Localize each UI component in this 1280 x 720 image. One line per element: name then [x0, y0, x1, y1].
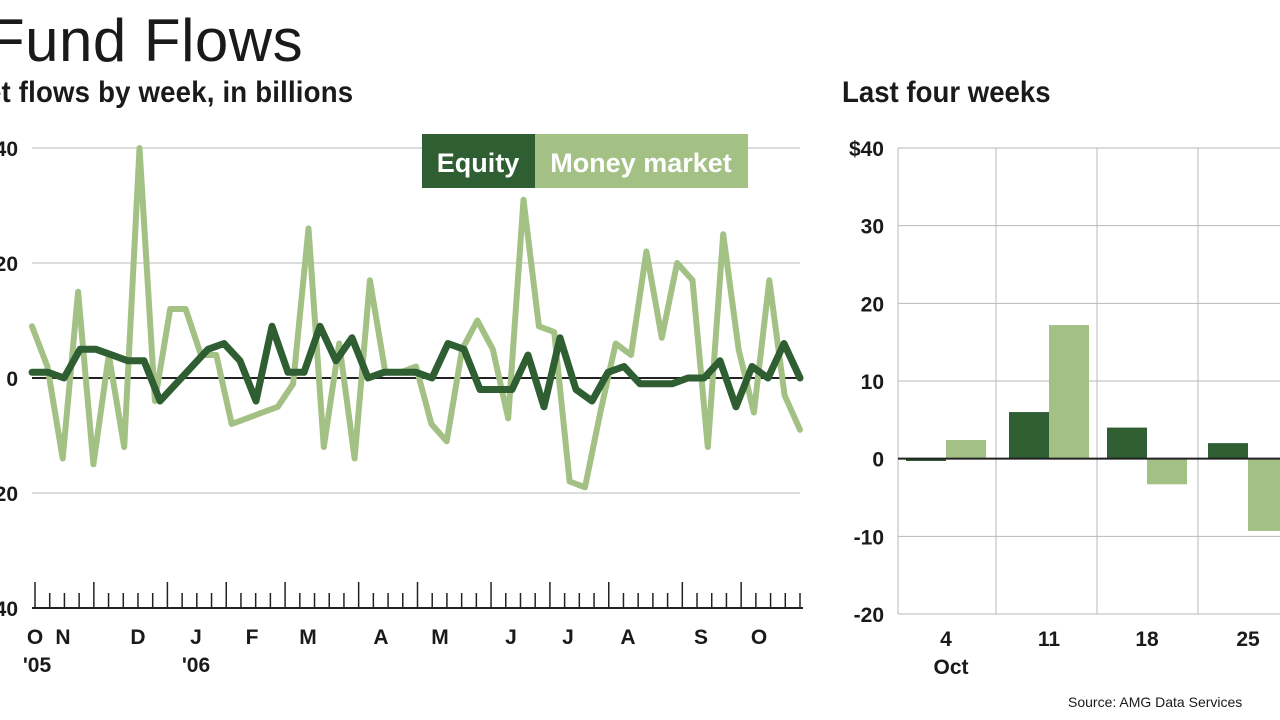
y-tick-label: 10 — [861, 371, 884, 394]
x-month-label: M — [431, 626, 449, 649]
money-market-line — [29, 145, 803, 491]
source-note: Source: AMG Data Services — [1068, 694, 1243, 710]
y-tick-label: 0 — [6, 368, 18, 391]
legend-money-market-swatch — [535, 134, 748, 188]
y-tick-label: 20 — [861, 293, 884, 316]
bar-chart-subtitle: Last four weeks — [842, 76, 1051, 109]
equity-bar — [1208, 443, 1248, 459]
x-month-label: F — [246, 626, 259, 649]
x-category-label: 4 — [940, 628, 952, 651]
x-month-label: O — [751, 626, 767, 649]
y-tick-label: 20 — [0, 253, 18, 276]
y-tick-label: -20 — [854, 604, 884, 627]
equity-bar — [1107, 427, 1147, 459]
y-tick-label: 40 — [0, 598, 18, 621]
money-market-bar — [946, 440, 986, 459]
y-tick-label: 30 — [861, 216, 884, 239]
y-tick-label: $40 — [849, 138, 884, 161]
money-market-bar — [1248, 458, 1280, 531]
x-month-label: J — [505, 626, 517, 649]
equity-line — [28, 322, 804, 411]
legend-money-market-label: Money market — [550, 148, 732, 178]
x-year-label: '06 — [182, 654, 210, 677]
line-chart-subtitle: et flows by week, in billions — [0, 76, 354, 109]
x-month-label: N — [55, 626, 70, 649]
x-month-label: A — [620, 626, 635, 649]
money-market-bar — [1147, 458, 1187, 485]
x-month-label: M — [299, 626, 317, 649]
x-month-sub-label: Oct — [933, 656, 968, 679]
equity-bar — [906, 458, 946, 461]
x-month-label: O — [27, 626, 43, 649]
legend-equity-swatch — [422, 134, 535, 188]
x-year-label: '05 — [23, 654, 52, 677]
x-month-label: A — [373, 626, 388, 649]
x-month-label: J — [190, 626, 202, 649]
y-tick-label: 0 — [872, 449, 884, 472]
x-category-label: 18 — [1135, 628, 1159, 651]
x-category-label: 25 — [1236, 628, 1260, 651]
y-tick-label: 40 — [0, 138, 18, 161]
line-chart-legend: Equity Money market — [422, 134, 748, 188]
x-month-label: D — [130, 626, 145, 649]
y-tick-label: -10 — [854, 526, 884, 549]
last-four-weeks-bar-chart: $40 30 20 10 0 -10 -20 4 11 18 25 Oct — [849, 138, 1280, 679]
y-tick-label: 20 — [0, 483, 18, 506]
x-month-label: S — [694, 626, 708, 649]
x-category-label: 11 — [1038, 628, 1061, 651]
equity-bar — [1009, 412, 1049, 459]
money-market-bar — [1049, 325, 1089, 459]
x-month-label: J — [562, 626, 574, 649]
chart-title: Fund Flows — [0, 7, 304, 74]
legend-equity-label: Equity — [437, 148, 520, 178]
